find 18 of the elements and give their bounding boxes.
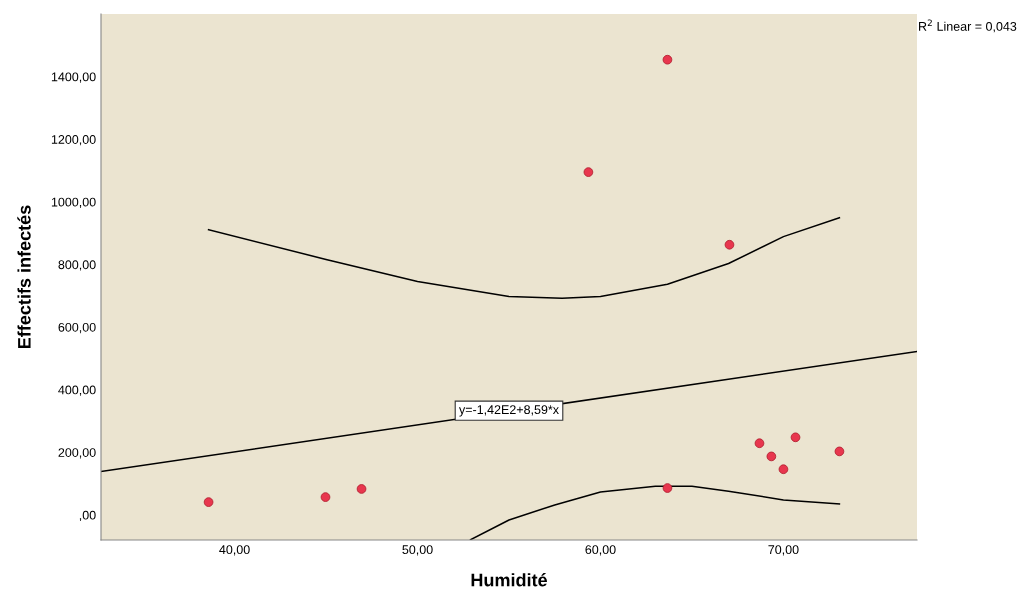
y-tick-label: 1400,00 <box>51 72 96 83</box>
y-tick-label: 1200,00 <box>51 135 96 146</box>
x-tick-label: 50,00 <box>402 545 433 556</box>
line-series <box>207 217 841 300</box>
y-tick-label: 1000,00 <box>51 197 96 208</box>
line-series <box>469 485 841 540</box>
annotation: y=-1,42E2+8,59*x <box>459 405 559 417</box>
y-tick-label: ,00 <box>79 510 96 522</box>
x-tick-label: 60,00 <box>585 545 616 556</box>
y-tick-label: 600,00 <box>58 322 96 334</box>
y-tick-label: 800,00 <box>58 260 96 271</box>
text: R$^{2}$ Linear = 0,043 <box>919 19 1017 33</box>
y-tick-label: 200,00 <box>58 448 96 459</box>
x-axis-title: Humidité <box>471 573 547 587</box>
x-tick-label: 40,00 <box>219 545 250 556</box>
y-tick-label: 400,00 <box>58 385 96 396</box>
y-axis-title: Effectifs infectés <box>17 205 31 349</box>
x-tick-label: 70,00 <box>768 545 799 556</box>
